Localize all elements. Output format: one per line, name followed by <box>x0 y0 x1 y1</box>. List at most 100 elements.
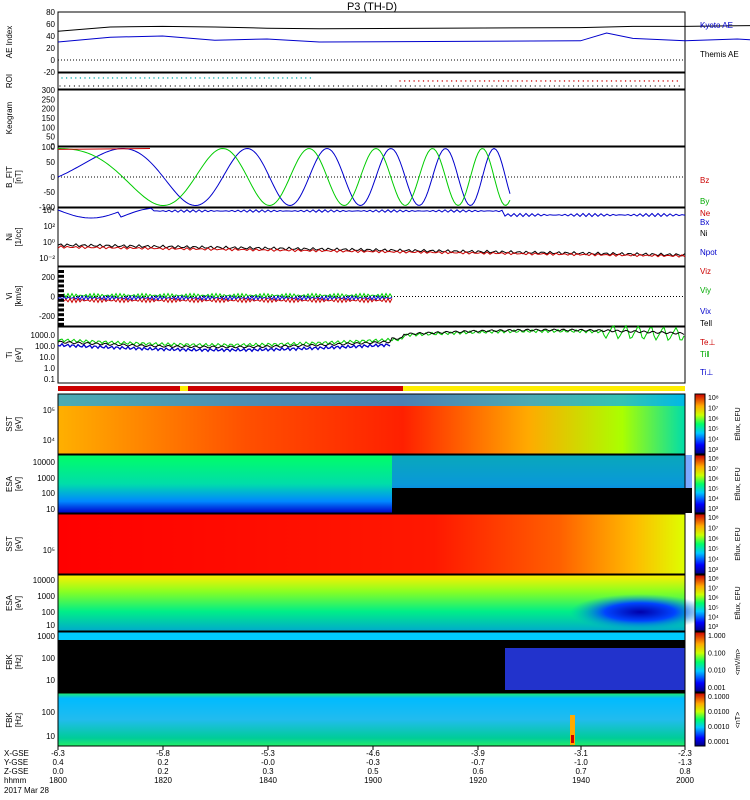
ssti-colorbar-tick: 10⁸ <box>708 395 719 402</box>
roi-dot <box>231 77 233 79</box>
sst-electron-frame <box>57 513 686 575</box>
roi-dot <box>361 85 363 87</box>
bfit-wave-line <box>57 147 511 207</box>
roi-dot <box>606 85 608 87</box>
roi-dot <box>237 85 239 87</box>
roi-dot <box>174 85 176 87</box>
ti-tick-label: 1000.0 <box>31 331 56 340</box>
sste-colorbar-tick: 10³ <box>708 567 719 574</box>
roi-dot <box>295 77 298 79</box>
z-gse-tick: 0.6 <box>472 767 484 776</box>
roi-dot <box>539 85 541 87</box>
roi-dot <box>213 85 215 87</box>
roi-dot <box>587 80 589 82</box>
roi-dot <box>491 85 493 87</box>
roi-dot <box>139 77 141 79</box>
vi-edge-marker <box>58 318 64 321</box>
mode-bar <box>58 386 685 391</box>
roi-dot <box>501 85 503 87</box>
roi-dot <box>399 80 401 82</box>
roi-dot <box>432 80 434 82</box>
ti-tick-label: 1.0 <box>44 364 56 373</box>
roi-dot <box>649 85 652 87</box>
ssti-colorbar-tick: 10⁷ <box>708 405 719 412</box>
roi-dot <box>236 77 238 79</box>
x-axis-row-label: X-GSE <box>4 749 29 758</box>
roi-dot <box>615 80 617 82</box>
esa-electron-low-flux <box>570 594 710 630</box>
keogram-tick-label: 150 <box>42 114 56 123</box>
roi-dot <box>521 80 523 82</box>
ni-tick-label: 10² <box>43 222 55 231</box>
roi-dot <box>157 77 160 79</box>
esae-axis-title: ESA <box>5 594 14 611</box>
esai-colorbar-tick: 10⁷ <box>708 466 719 473</box>
roi-dot <box>121 85 123 87</box>
roi-dot <box>162 77 164 79</box>
roi-dot <box>404 80 406 82</box>
roi-dot <box>125 77 128 79</box>
esae-colorbar-tick: 10⁶ <box>708 595 719 602</box>
x-gse-tick: -6.3 <box>51 749 65 758</box>
vi-edge-marker <box>58 284 64 288</box>
z-gse-tick: 0.2 <box>157 767 169 776</box>
roi-dot <box>448 85 450 87</box>
bfit-panel-frame <box>57 146 686 208</box>
ti-perp-line <box>57 342 391 353</box>
fbk-b-spike <box>570 715 575 745</box>
spectrogram-tick-label: 1000 <box>37 632 55 641</box>
roi-dot <box>217 85 219 87</box>
roi-dot <box>654 85 656 87</box>
sst-ion-low-band <box>58 394 685 406</box>
roi-dot <box>526 80 528 82</box>
roi-dot <box>88 77 91 79</box>
roi-dot <box>455 80 458 82</box>
roi-dot <box>558 85 560 87</box>
ti-tick-label: 100.0 <box>35 342 56 351</box>
x-gse-tick: -2.3 <box>678 749 692 758</box>
roi-dot <box>121 77 123 79</box>
roi-dot <box>530 80 533 82</box>
roi-dot <box>240 77 243 79</box>
roi-dot <box>474 80 476 82</box>
roi-dot <box>659 85 661 87</box>
roi-dot <box>640 85 642 87</box>
ni-tick-label: 10⁻² <box>39 254 55 263</box>
spectrogram-tick-label: 10⁵ <box>43 546 55 555</box>
roi-dot <box>208 85 210 87</box>
roi-dot <box>424 85 426 87</box>
roi-dot <box>601 85 604 87</box>
roi-dot <box>671 80 674 82</box>
roi-dot <box>443 85 445 87</box>
roi-dot <box>436 80 439 82</box>
time-tick: 1920 <box>469 776 487 785</box>
sst-electron-spectrogram <box>58 514 685 574</box>
ti-tick-label: 10.0 <box>39 353 55 362</box>
z-gse-tick: 0.8 <box>679 767 691 776</box>
roi-dot <box>213 77 215 79</box>
x-axis-row-label: hhmm <box>4 776 27 785</box>
roi-dot <box>126 85 128 87</box>
roi-dot <box>479 80 481 82</box>
roi-dot <box>294 85 296 87</box>
ni-ne-line <box>57 245 686 258</box>
roi-dot <box>75 77 77 79</box>
roi-dot <box>405 85 407 87</box>
roi-dot <box>446 80 448 82</box>
roi-dot <box>645 85 647 87</box>
roi-dot <box>203 77 206 79</box>
roi-dot <box>256 85 258 87</box>
roi-dot <box>171 77 174 79</box>
bfit-tick-label: 0 <box>51 173 56 182</box>
y-gse-tick: 0.2 <box>157 758 169 767</box>
x-gse-tick: -5.8 <box>156 749 170 758</box>
roi-dot <box>385 85 387 87</box>
bfit-wave-line <box>58 147 511 207</box>
roi-dot <box>577 80 580 82</box>
ae-series-line <box>57 32 750 43</box>
roi-dot <box>275 85 277 87</box>
bfit-bz-line <box>57 148 151 150</box>
roi-dot <box>265 85 267 87</box>
roi-dot <box>462 85 464 87</box>
